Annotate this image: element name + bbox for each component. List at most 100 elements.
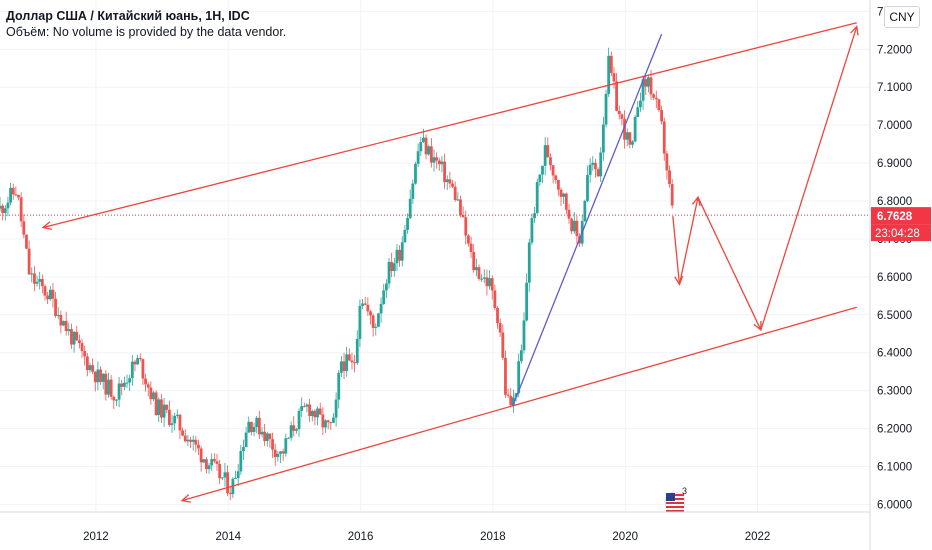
y-tick-label: 6.0000	[877, 499, 912, 511]
candle-body	[504, 357, 507, 395]
candle-body	[40, 279, 44, 287]
projection-arrow[interactable]	[697, 196, 762, 331]
us-flag-icon[interactable]: 3	[664, 486, 687, 513]
candle-body	[583, 200, 587, 222]
candle-body	[294, 428, 298, 431]
candle-body	[657, 99, 661, 111]
candle-body	[617, 110, 621, 115]
candle-body	[461, 215, 465, 218]
candle-body	[83, 351, 87, 357]
candle-body	[511, 397, 515, 406]
currency-button[interactable]: CNY	[884, 6, 920, 28]
candle-body	[318, 408, 322, 415]
candle-body	[157, 399, 161, 416]
candle-body	[628, 132, 632, 145]
candle-body	[615, 81, 619, 111]
projection-arrow[interactable]	[760, 26, 858, 331]
candle-body	[607, 55, 611, 94]
candle-body	[556, 179, 560, 190]
candle-body	[527, 242, 531, 283]
candle-body	[0, 205, 2, 209]
candle-body	[506, 394, 510, 396]
volume-text: No volume is provided by the data vendor…	[52, 25, 287, 39]
candle-body	[398, 249, 402, 261]
candle-body	[51, 289, 55, 299]
flag-canton	[666, 493, 675, 501]
candle-body	[350, 360, 354, 363]
candle-body	[194, 439, 198, 445]
candle-body	[371, 315, 375, 328]
candle-body	[3, 208, 7, 214]
candle-body	[199, 448, 203, 463]
candle-body	[440, 161, 444, 165]
candle-body	[496, 307, 499, 323]
projection-arrow[interactable]	[672, 216, 681, 285]
candle-body	[416, 151, 420, 164]
candle-body	[530, 218, 534, 243]
candle-body	[96, 369, 100, 383]
candle-body	[25, 234, 28, 249]
candle-body	[220, 477, 224, 479]
candle-body	[149, 387, 153, 400]
candle-body	[403, 229, 407, 243]
candle-body	[207, 465, 211, 470]
candle-body	[432, 157, 436, 163]
candle-body	[250, 421, 253, 433]
candle-body	[279, 451, 282, 454]
drawings[interactable]: 3	[0, 22, 870, 513]
candle-body	[480, 278, 484, 280]
candle-body	[572, 220, 576, 232]
candle-body	[329, 422, 333, 424]
candle-body	[120, 383, 124, 387]
channel-upper-line[interactable]	[42, 22, 857, 229]
candle-body	[289, 425, 293, 438]
candle-body	[268, 433, 272, 440]
candle-body	[48, 289, 52, 300]
candle-body	[541, 165, 544, 175]
candle-body	[517, 361, 521, 394]
candle-body	[586, 174, 589, 201]
candle-body	[588, 164, 592, 175]
candle-body	[167, 409, 171, 425]
candle-body	[226, 472, 229, 494]
candle-body	[472, 252, 476, 271]
projection-arrow-head	[850, 25, 859, 36]
x-tick-label: 2012	[83, 531, 109, 543]
candle-body	[85, 356, 89, 371]
symbol-title[interactable]: Доллар США / Китайский юань, 1H, IDC	[6, 9, 250, 23]
candle-body	[437, 160, 441, 165]
candle-body	[218, 463, 222, 479]
projection-arrow[interactable]	[678, 197, 699, 285]
candle-body	[419, 142, 423, 152]
candle-body	[141, 359, 145, 379]
candle-body	[125, 382, 129, 384]
candle-body	[620, 114, 624, 119]
volume-legend: Объём: No volume is provided by the data…	[6, 24, 286, 41]
candle-body	[308, 404, 312, 417]
y-tick-label: 6.5000	[877, 310, 912, 322]
trend-line[interactable]	[512, 33, 663, 407]
candle-body	[337, 372, 341, 400]
candle-body	[631, 141, 634, 145]
channel-lower-line[interactable]	[181, 306, 857, 502]
candle-body	[665, 153, 669, 171]
y-tick-label: 7.2000	[877, 44, 912, 56]
candle-body	[144, 378, 147, 385]
y-tick-label: 6.1000	[877, 461, 912, 473]
candle-body	[27, 248, 31, 275]
candle-body	[133, 361, 137, 365]
y-tick-label: 7.0000	[877, 120, 912, 132]
candle-body	[112, 396, 116, 401]
candle-body	[649, 77, 653, 95]
events-count: 3	[682, 486, 687, 496]
candle-body	[9, 187, 12, 203]
candle-body	[101, 373, 105, 382]
candle-body	[379, 304, 383, 314]
candle-body	[519, 350, 523, 362]
candle-body	[252, 427, 256, 433]
candle-body	[594, 162, 597, 170]
candle-body	[477, 267, 481, 279]
candle-body	[64, 320, 68, 332]
